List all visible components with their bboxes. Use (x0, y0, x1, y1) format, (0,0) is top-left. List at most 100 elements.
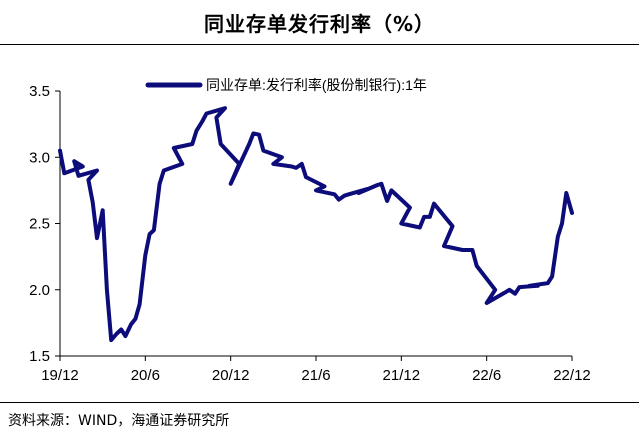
bottom-divider (0, 402, 639, 403)
data-point (517, 285, 522, 289)
data-point (138, 302, 142, 306)
data-point (428, 215, 432, 219)
y-tick-label: 1.5 (29, 348, 50, 365)
data-point (527, 284, 531, 288)
data-point (229, 182, 233, 186)
data-point (214, 115, 218, 120)
series-line (58, 106, 574, 343)
y-axis-ticks: 1.5 2.0 2.5 3.0 3.5 (29, 83, 60, 365)
y-tick-label: 2.5 (29, 216, 50, 233)
data-point (507, 288, 511, 292)
x-tick-label: 21/6 (301, 367, 330, 384)
data-point (465, 248, 469, 252)
data-point (365, 187, 369, 191)
data-point (503, 290, 507, 294)
data-point (261, 149, 265, 153)
data-point (556, 235, 560, 239)
data-point (536, 284, 540, 288)
data-point (223, 106, 227, 110)
chart-legend: 同业存单:发行利率(股份制银行):1年 (145, 77, 427, 93)
data-point (123, 334, 127, 338)
data-point (204, 111, 209, 116)
data-point (442, 244, 446, 248)
line-chart: 1.5 2.0 2.5 3.0 3.5 19/12 20/6 20/12 21/6 21/12 2… (29, 77, 591, 384)
data-point (62, 171, 66, 175)
data-point (300, 162, 304, 166)
data-point (190, 142, 194, 146)
data-point (143, 253, 147, 257)
chart-area: 1.5 2.0 2.5 3.0 3.5 19/12 20/6 20/12 21/6 21/12 2… (0, 45, 639, 401)
y-tick-label: 2.0 (29, 282, 50, 299)
data-point (95, 236, 99, 240)
data-point (58, 149, 62, 153)
y-tick-label: 3.5 (29, 83, 50, 100)
data-point (133, 317, 137, 321)
data-point (172, 146, 176, 150)
data-point (375, 183, 379, 187)
data-point (109, 338, 113, 342)
data-point (399, 221, 403, 226)
data-point (485, 301, 489, 305)
data-point (200, 119, 204, 124)
x-tick-label: 20/12 (212, 367, 250, 384)
x-tick-label: 19/12 (41, 367, 79, 384)
data-point (460, 248, 465, 252)
data-point (389, 188, 393, 192)
data-point (432, 202, 436, 206)
page-title: 同业存单发行利率（%） (203, 11, 436, 36)
data-point (194, 129, 199, 133)
data-point (81, 164, 85, 169)
x-tick-label: 21/12 (383, 367, 421, 384)
data-point (408, 206, 412, 210)
legend-label: 同业存单:发行利率(股份制银行):1年 (206, 77, 427, 93)
data-point (86, 178, 90, 182)
source-note: 资料来源：WIND，海通证券研究所 (8, 413, 230, 429)
data-point (290, 164, 294, 169)
data-point (152, 228, 156, 232)
data-point (450, 224, 455, 228)
data-point (550, 274, 554, 279)
data-point (148, 232, 152, 236)
data-point (564, 191, 568, 195)
top-divider (0, 44, 639, 45)
data-point (101, 208, 105, 212)
data-point (513, 292, 517, 296)
data-point (247, 142, 251, 146)
title-bar: 同业存单发行利率（%） (0, 0, 639, 44)
data-point (418, 225, 422, 230)
data-point (347, 192, 351, 196)
data-point (95, 168, 99, 173)
data-point (119, 327, 123, 332)
data-point (422, 215, 426, 219)
data-point (475, 264, 479, 268)
data-point (342, 194, 346, 198)
data-point (280, 155, 284, 159)
data-point (271, 162, 275, 166)
data-point (91, 200, 95, 204)
data-point (314, 188, 318, 192)
data-point (72, 159, 76, 163)
data-point (180, 162, 184, 166)
y-tick-label: 3.0 (29, 149, 50, 166)
data-point (115, 331, 119, 336)
data-point (570, 211, 574, 215)
data-point (294, 166, 298, 170)
x-tick-label: 22/12 (553, 367, 591, 384)
data-point (560, 221, 564, 226)
data-point (493, 288, 497, 292)
data-point (470, 248, 474, 252)
data-point (332, 192, 337, 196)
data-point (237, 162, 241, 166)
data-point (251, 131, 255, 135)
data-point (129, 322, 133, 326)
data-point (322, 184, 327, 188)
data-point (379, 182, 383, 186)
chart-series (58, 106, 574, 343)
data-point (105, 288, 109, 292)
x-tick-label: 20/6 (131, 367, 160, 384)
data-point (76, 174, 81, 178)
x-axis-ticks: 19/12 20/6 20/12 21/6 21/12 22/6 22/12 (41, 356, 591, 384)
x-tick-label: 22/6 (472, 367, 501, 384)
data-point (385, 199, 389, 203)
data-point (158, 182, 162, 186)
